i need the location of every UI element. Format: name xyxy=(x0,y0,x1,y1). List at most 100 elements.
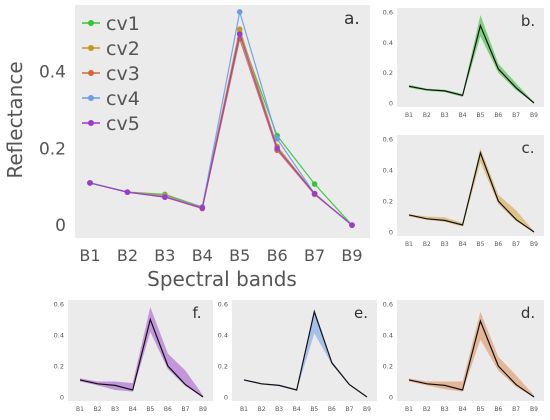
y-tick-label: 0.6 xyxy=(383,136,393,144)
panel-label: c. xyxy=(521,139,534,157)
x-tick-label: B4 xyxy=(192,246,213,265)
series-point-cv5 xyxy=(87,180,93,186)
legend-label: cv2 xyxy=(106,38,140,60)
legend-label: cv3 xyxy=(106,63,140,85)
panel-label: f. xyxy=(193,304,202,322)
y-tick-label: 0 xyxy=(389,100,393,108)
y-tick-label: 0 xyxy=(389,229,393,237)
series-point-cv5 xyxy=(124,189,131,195)
x-tick-label: B4 xyxy=(459,406,467,413)
legend-label: cv5 xyxy=(106,113,140,135)
series-point-cv5 xyxy=(311,190,318,197)
mean-line xyxy=(408,150,535,233)
mean-line xyxy=(408,23,535,104)
x-tick-label: B6 xyxy=(164,406,172,413)
y-tick-label: 0.4 xyxy=(54,332,64,340)
panel-label: a. xyxy=(344,9,360,29)
y-tick-label: 0 xyxy=(60,394,64,402)
panel-f: 0 0.2 0.4 0.6 B1 B2 B3 B4 B5 B6 B7 B9 f. xyxy=(54,300,213,413)
y-tick-label: 0.6 xyxy=(218,301,228,309)
panel-d: 0 0.2 0.4 0.6 B1 B2 B3 B4 B5 B6 B7 B9 d. xyxy=(383,300,544,413)
range-band xyxy=(80,307,203,397)
series-point-cv5 xyxy=(162,194,168,200)
x-tick-label: B6 xyxy=(494,406,502,413)
x-tick-label: B1 xyxy=(79,246,100,265)
legend-marker xyxy=(88,45,94,51)
y-tick-label: 0 xyxy=(55,216,66,236)
series-point-cv1 xyxy=(311,181,318,187)
legend-label: cv1 xyxy=(106,13,140,35)
x-tick-label: B7 xyxy=(512,406,520,413)
panel-b: 0 0.2 0.4 0.6 B1 B2 B3 B4 B5 B6 B7 B9 b. xyxy=(383,8,544,119)
x-tick-label: B5 xyxy=(476,241,484,248)
x-axis-label: Spectral bands xyxy=(147,267,297,291)
x-tick-label: B5 xyxy=(476,112,484,119)
y-tick-label: 0.4 xyxy=(383,332,393,340)
series-point-cv5 xyxy=(236,31,243,38)
y-tick-label: 0.6 xyxy=(54,301,64,309)
y-tick-label: 0.4 xyxy=(218,332,228,340)
x-tick-label: B3 xyxy=(441,406,449,413)
mean-line xyxy=(408,319,535,398)
x-tick-label: B4 xyxy=(293,406,301,413)
y-tick-label: 0 xyxy=(224,394,228,402)
x-tick-label: B3 xyxy=(111,406,119,413)
x-tick-label: B2 xyxy=(423,241,431,248)
y-tick-label: 0.2 xyxy=(54,363,64,371)
x-tick-label: B2 xyxy=(117,246,138,265)
x-tick-label: B3 xyxy=(275,406,283,413)
x-tick-label: B5 xyxy=(310,406,318,413)
x-tick-label: B6 xyxy=(267,246,288,265)
series-point-cv2 xyxy=(236,26,243,33)
panel-label: e. xyxy=(354,304,368,322)
x-tick-label: B9 xyxy=(341,246,362,265)
legend-marker xyxy=(88,20,94,26)
x-tick-label: B9 xyxy=(530,241,538,248)
x-tick-label: B2 xyxy=(423,406,431,413)
panel-c: 0 0.2 0.4 0.6 B1 B2 B3 B4 B5 B6 B7 B9 c. xyxy=(383,135,544,248)
x-tick-label: B1 xyxy=(76,406,84,413)
x-tick-label: B5 xyxy=(476,406,484,413)
series-point-cv5 xyxy=(274,145,280,152)
x-tick-label: B7 xyxy=(181,406,189,413)
x-tick-label: B7 xyxy=(512,112,520,119)
x-tick-label: B9 xyxy=(530,406,538,413)
x-tick-label: B2 xyxy=(423,112,431,119)
y-tick-label: 0.2 xyxy=(383,69,393,77)
mean-line xyxy=(79,317,204,398)
y-tick-label: 0.6 xyxy=(383,9,393,17)
panel-a: 0 0.2 0.4 Reflectance B1 B2 B3 B4 B5 B6 B7 B9 Spectr… xyxy=(3,5,370,291)
x-tick-label: B9 xyxy=(363,406,371,413)
series-line-cv5 xyxy=(89,31,353,226)
series-point-cv5 xyxy=(199,205,206,211)
x-tick-label: B1 xyxy=(240,406,248,413)
x-tick-label: B5 xyxy=(229,246,250,265)
legend-marker xyxy=(88,95,94,101)
x-tick-label: B6 xyxy=(328,406,336,413)
x-tick-label: B3 xyxy=(441,112,449,119)
series-point-cv5 xyxy=(349,222,355,228)
x-tick-label: B1 xyxy=(405,241,413,248)
x-tick-label: B1 xyxy=(405,406,413,413)
x-tick-label: B1 xyxy=(405,112,413,119)
y-tick-label: 0.2 xyxy=(39,139,66,159)
series-point-cv4 xyxy=(274,135,280,142)
x-tick-label: B9 xyxy=(530,112,538,119)
x-tick-label: B7 xyxy=(512,241,520,248)
legend-marker xyxy=(88,120,94,126)
y-tick-label: 0.2 xyxy=(383,198,393,206)
x-tick-label: B2 xyxy=(258,406,266,413)
x-tick-label: B6 xyxy=(494,241,502,248)
x-tick-label: B9 xyxy=(199,406,207,413)
y-tick-label: 0.4 xyxy=(39,62,66,82)
x-tick-label: B4 xyxy=(459,112,467,119)
x-tick-label: B4 xyxy=(459,241,467,248)
panel-e: 0 0.2 0.4 0.6 B1 B2 B3 B4 B5 B6 B7 B9 e. xyxy=(218,300,377,413)
x-tick-label: B4 xyxy=(129,406,137,413)
x-tick-label: B2 xyxy=(94,406,102,413)
x-tick-label: B7 xyxy=(345,406,353,413)
y-tick-label: 0.4 xyxy=(383,39,393,47)
x-tick-label: B3 xyxy=(441,241,449,248)
x-tick-label: B7 xyxy=(304,246,325,265)
